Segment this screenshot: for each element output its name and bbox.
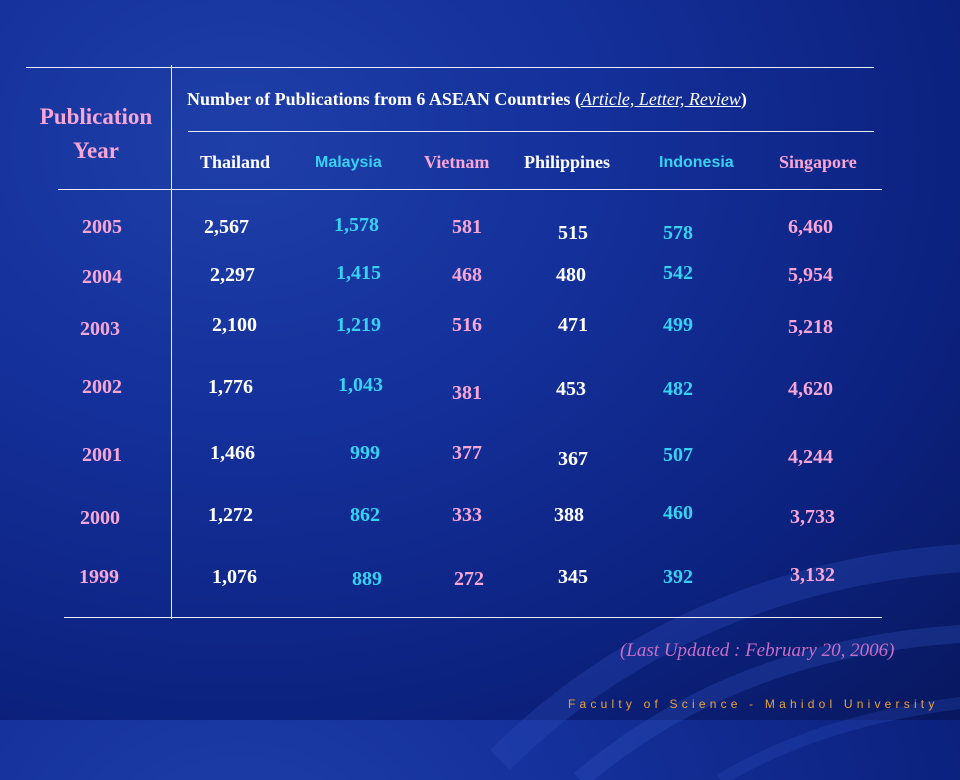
table-title-main: Number of Publications from 6 ASEAN Coun…	[187, 89, 571, 109]
cell-indonesia-2000: 460	[663, 502, 693, 524]
cell-malaysia-2004: 1,415	[336, 262, 381, 284]
cell-vietnam-1999: 272	[454, 568, 484, 590]
cell-philippines-2002: 453	[556, 378, 586, 400]
cell-thailand-2003: 2,100	[212, 314, 257, 336]
table-title-sub: (Article, Letter, Review)	[574, 89, 747, 109]
cell-singapore-2000: 3,733	[790, 506, 835, 528]
bottom-rule	[64, 617, 882, 618]
cell-indonesia-2005: 578	[663, 222, 693, 244]
cell-malaysia-1999: 889	[352, 568, 382, 590]
cell-vietnam-2003: 516	[452, 314, 482, 336]
country-header-philippines: Philippines	[524, 152, 611, 172]
country-header-indonesia: Indonesia	[659, 154, 734, 171]
year-2004: 2004	[82, 266, 122, 288]
cell-singapore-1999: 3,132	[790, 564, 835, 586]
year-column-divider	[171, 65, 172, 619]
cell-philippines-2003: 471	[558, 314, 588, 336]
country-header-thailand: Thailand	[200, 152, 271, 172]
cell-malaysia-2001: 999	[350, 442, 380, 464]
background-swoosh	[490, 544, 960, 780]
cell-thailand-2005: 2,567	[204, 216, 249, 238]
header-bottom-rule	[58, 189, 882, 190]
cell-malaysia-2002: 1,043	[338, 374, 383, 396]
cell-vietnam-2005: 581	[452, 216, 482, 238]
top-rule	[26, 67, 874, 68]
footer-faculty-text: Faculty of Science - Mahidol University	[568, 697, 939, 711]
cell-indonesia-2003: 499	[663, 314, 693, 336]
year-2003: 2003	[80, 318, 120, 340]
year-2000: 2000	[80, 507, 120, 529]
cell-vietnam-2000: 333	[452, 504, 482, 526]
publication-year-heading: Publication Year	[39, 104, 153, 163]
cell-philippines-2005: 515	[558, 222, 588, 244]
cell-singapore-2003: 5,218	[788, 316, 833, 338]
cell-indonesia-2004: 542	[663, 262, 693, 284]
cell-singapore-2004: 5,954	[788, 264, 833, 286]
cell-malaysia-2000: 862	[350, 504, 380, 526]
cell-malaysia-2005: 1,578	[334, 214, 379, 236]
cell-indonesia-1999: 392	[663, 566, 693, 588]
year-2005: 2005	[82, 216, 122, 238]
header-divider-rule	[188, 131, 874, 132]
cell-indonesia-2001: 507	[663, 444, 693, 466]
cell-thailand-2001: 1,466	[210, 442, 255, 464]
cell-thailand-2002: 1,776	[208, 376, 253, 398]
cell-vietnam-2004: 468	[452, 264, 482, 286]
country-header-vietnam: Vietnam	[424, 152, 490, 172]
cell-singapore-2002: 4,620	[788, 378, 833, 400]
cell-thailand-1999: 1,076	[212, 566, 257, 588]
cell-philippines-2000: 388	[554, 504, 584, 526]
year-1999: 1999	[79, 566, 119, 588]
cell-indonesia-2002: 482	[663, 378, 693, 400]
cell-vietnam-2002: 381	[452, 382, 482, 404]
table-title: Number of Publications from 6 ASEAN Coun…	[187, 89, 747, 110]
cell-vietnam-2001: 377	[452, 442, 482, 464]
cell-singapore-2005: 6,460	[788, 216, 833, 238]
year-2001: 2001	[82, 444, 122, 466]
year-2002: 2002	[82, 376, 122, 398]
cell-thailand-2000: 1,272	[208, 504, 253, 526]
cell-philippines-1999: 345	[558, 566, 588, 588]
cell-singapore-2001: 4,244	[788, 446, 833, 468]
cell-malaysia-2003: 1,219	[336, 314, 381, 336]
cell-thailand-2004: 2,297	[210, 264, 255, 286]
cell-philippines-2004: 480	[556, 264, 586, 286]
cell-philippines-2001: 367	[558, 448, 588, 470]
country-header-malaysia: Malaysia	[315, 154, 382, 171]
last-updated-note: (Last Updated : February 20, 2006)	[620, 640, 895, 661]
country-header-singapore: Singapore	[779, 152, 857, 172]
